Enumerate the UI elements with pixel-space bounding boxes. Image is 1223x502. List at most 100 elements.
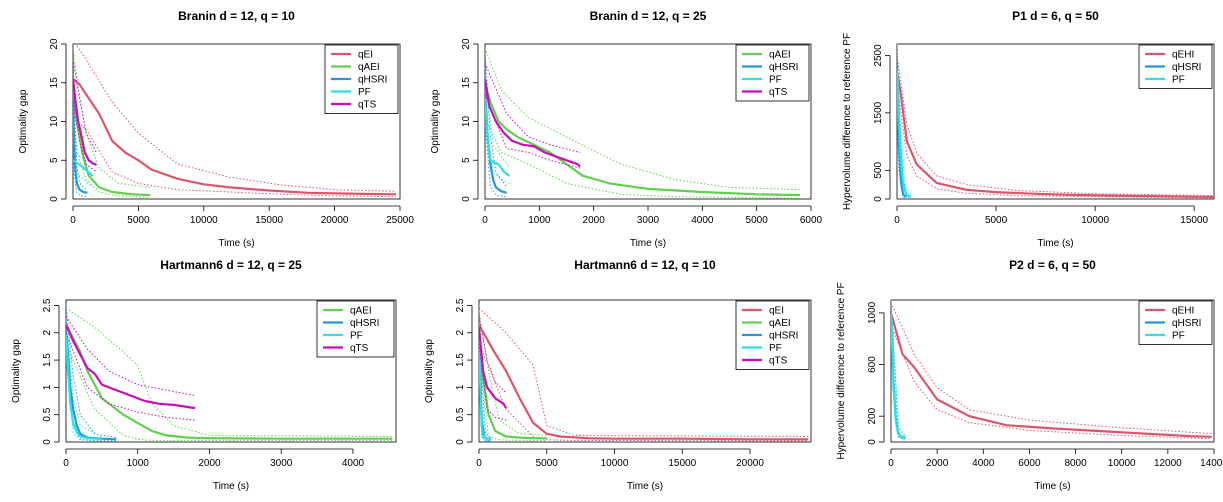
y-tick-label: 1000: [867, 301, 878, 324]
y-tick-label: 10: [49, 116, 60, 128]
x-tick-label: 8000: [1064, 458, 1087, 469]
series-upper-band-qTS: [73, 59, 97, 153]
series-group: [479, 305, 809, 442]
series-upper-band-PF: [66, 316, 103, 437]
x-tick-label: 15000: [1180, 215, 1208, 226]
y-axis-label: Optimality gap: [430, 89, 441, 153]
x-tick-label: 3000: [270, 458, 293, 469]
x-tick-label: 4000: [972, 458, 995, 469]
series-line-qEI: [479, 324, 809, 441]
series-upper-band-qEHI: [891, 302, 1212, 435]
legend-label-qEHI: qEHI: [1172, 50, 1194, 61]
y-tick-label: 0: [49, 196, 60, 202]
x-tick-label: 5000: [536, 458, 559, 469]
legend-label-PF: PF: [350, 331, 363, 342]
y-axis-label: Optimality gap: [11, 339, 22, 403]
x-axis-label: Time (s): [1037, 238, 1073, 249]
x-tick-label: 2000: [926, 458, 949, 469]
y-tick-label: 10: [461, 116, 472, 128]
legend-label-qHSRI: qHSRI: [350, 318, 379, 329]
series-lower-band-qEI: [73, 117, 397, 198]
chart-title: P2 d = 6, q = 50: [1009, 258, 1096, 272]
y-tick-label: 5: [49, 157, 60, 163]
y-tick-label: 0: [867, 439, 878, 445]
series-lower-band-PF: [73, 171, 93, 188]
series-lower-band-qAEI: [485, 117, 801, 199]
x-tick-label: 5000: [746, 215, 769, 226]
legend-label-qTS: qTS: [769, 356, 788, 367]
x-tick-label: 25000: [386, 215, 414, 226]
x-tick-label: 0: [888, 458, 894, 469]
x-tick-label: 1000: [127, 458, 150, 469]
legend-label-qAEI: qAEI: [358, 62, 380, 73]
series-line-qEHI: [897, 69, 1214, 199]
series-lower-band-qAEI: [66, 343, 393, 441]
y-tick-label: 15: [461, 77, 472, 89]
y-tick-label: 0.5: [455, 407, 466, 421]
legend-label-PF: PF: [1172, 331, 1185, 342]
y-tick-label: 2: [455, 330, 466, 336]
series-lower-band-qEHI: [891, 325, 1212, 440]
x-tick-label: 0: [894, 215, 900, 226]
y-tick-label: 2500: [873, 44, 884, 67]
series-upper-band-qTS: [66, 316, 196, 397]
chart-panel-2: Branin d = 12, q = 250 1000 2000 3000 4000 50…: [430, 9, 823, 249]
series-line-qTS: [485, 78, 581, 168]
legend-label-qHSRI: qHSRI: [1172, 62, 1201, 73]
legend-label-qHSRI: qHSRI: [769, 331, 798, 342]
x-tick-label: 3000: [637, 215, 660, 226]
series-lower-band-PF: [891, 325, 907, 441]
series-line-PF: [73, 159, 94, 177]
x-axis-label: Time (s): [627, 481, 663, 492]
legend-box: [1138, 44, 1213, 89]
y-tick-label: 20: [461, 38, 472, 50]
series-upper-band-qTS: [485, 63, 581, 153]
y-tick-label: 200: [867, 407, 878, 424]
series-line-PF: [485, 98, 511, 177]
chart-title: Hartmann6 d = 12, q = 25: [160, 258, 302, 272]
series-lower-band-qAEI: [479, 349, 547, 441]
y-tick-label: 0: [873, 196, 884, 202]
plot-frame: [65, 299, 397, 443]
legend-label-qTS: qTS: [769, 87, 788, 98]
chart-panel-1: Branin d = 12, q = 10 0 5000 10000 15000 2000…: [18, 9, 414, 249]
series-lower-band-PF: [479, 354, 492, 442]
series-line-qEI: [73, 78, 397, 196]
y-tick-label: 5: [461, 157, 472, 163]
legend-label-PF: PF: [1172, 75, 1185, 86]
legend-label-PF: PF: [769, 343, 782, 354]
y-tick-label: 500: [873, 162, 884, 179]
y-axis-label: Hypervolume difference to reference PF: [842, 33, 853, 210]
x-tick-label: 0: [63, 458, 69, 469]
series-group: [66, 305, 393, 442]
y-tick-label: 20: [49, 38, 60, 50]
y-tick-label: 15: [49, 77, 60, 89]
x-axis-label: Time (s): [1034, 481, 1070, 492]
series-group: [897, 44, 1214, 199]
series-upper-band-PF: [479, 316, 492, 439]
x-tick-label: 10000: [190, 215, 218, 226]
y-tick-label: 1.5: [42, 353, 53, 367]
x-tick-label: 10000: [1081, 215, 1109, 226]
series-line-qTS: [479, 327, 508, 409]
series-line-qTS: [73, 78, 97, 166]
y-tick-label: 600: [867, 356, 878, 373]
series-line-qTS: [66, 324, 196, 410]
x-tick-label: 0: [70, 215, 76, 226]
series-upper-band-PF: [485, 78, 510, 169]
chart-panel-4: Hartmann6 d = 12, q = 25 0 1000 2000 3000 400…: [11, 258, 397, 492]
x-tick-label: 5000: [127, 215, 150, 226]
y-tick-label: 0: [461, 196, 472, 202]
chart-title: Branin d = 12, q = 25: [590, 9, 707, 23]
chart-title: Hartmann6 d = 12, q = 10: [574, 258, 716, 272]
x-tick-label: 20000: [736, 458, 764, 469]
legend-label-qTS: qTS: [358, 100, 377, 111]
x-tick-label: 6000: [800, 215, 823, 226]
series-upper-band-qEHI: [897, 55, 1214, 197]
series-upper-band-qHSRI: [66, 305, 117, 439]
legend-label-qEHI: qEHI: [1172, 306, 1194, 317]
